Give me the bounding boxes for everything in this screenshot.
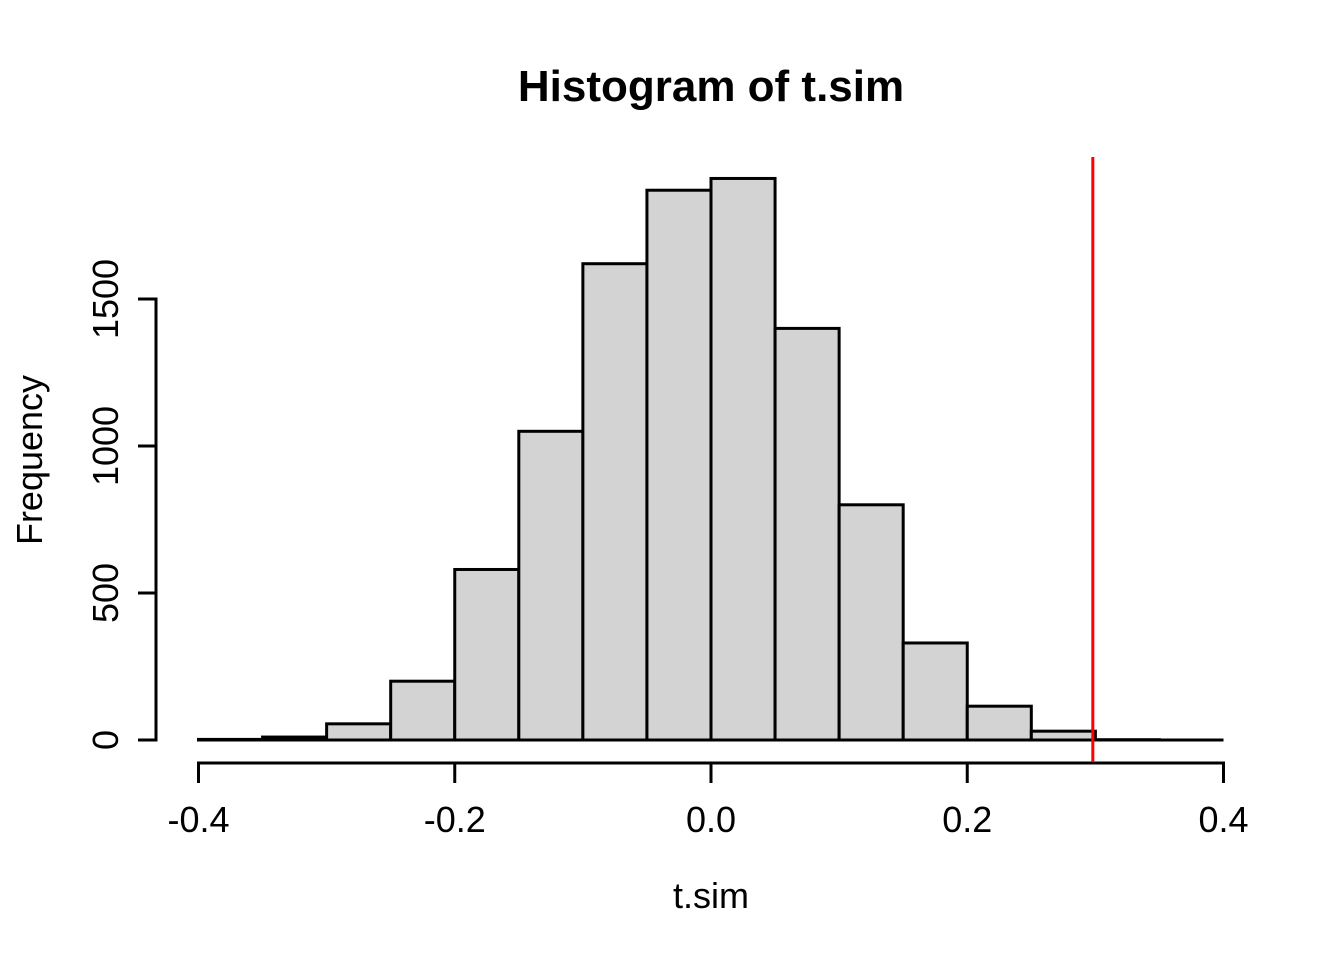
histogram-bar: [581, 262, 649, 742]
x-axis-title: t.sim: [673, 875, 749, 916]
x-tick-label: 0.0: [686, 799, 736, 840]
histogram-bar: [709, 176, 777, 742]
y-tick-label: 1500: [85, 259, 126, 339]
histogram-bar: [325, 722, 393, 742]
plot-title: Histogram of t.sim: [518, 62, 904, 111]
y-axis-title: Frequency: [9, 375, 50, 545]
histogram-bar: [965, 704, 1033, 742]
histogram-bar: [453, 567, 521, 742]
x-tick-label: 0.4: [1198, 799, 1248, 840]
histogram-bar: [517, 429, 585, 742]
histogram-bar: [645, 188, 713, 742]
y-tick-label: 1000: [85, 406, 126, 486]
y-tick-label: 0: [85, 730, 126, 750]
histogram-bar: [389, 679, 457, 742]
x-tick-label: 0.2: [942, 799, 992, 840]
x-tick-label: -0.2: [424, 799, 486, 840]
y-tick-label: 500: [85, 563, 126, 623]
histogram-bar: [901, 641, 969, 742]
x-tick-label: -0.4: [167, 799, 229, 840]
histogram-bar: [773, 326, 841, 742]
histogram-bar: [837, 503, 905, 742]
